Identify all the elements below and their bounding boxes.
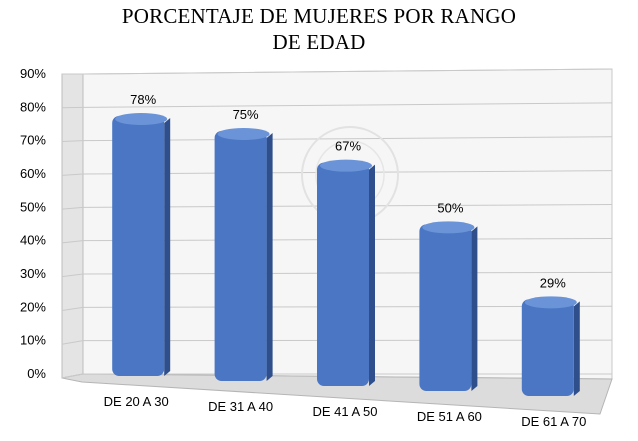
bar-side [164, 118, 171, 376]
gridline-side [61, 173, 84, 176]
bar [419, 224, 472, 391]
value-label: 50% [437, 200, 463, 215]
gridline-side [61, 140, 84, 143]
value-label: 67% [335, 139, 361, 154]
bar-side [369, 164, 375, 386]
y-tick-label: 40% [20, 233, 46, 248]
y-tick-label: 20% [20, 299, 46, 314]
category-label: DE 31 A 40 [208, 399, 273, 414]
chart-title-line-2: DE EDAD [272, 30, 366, 54]
bar-side [471, 226, 478, 391]
y-tick-label: 60% [20, 166, 46, 181]
gridline-side [61, 206, 84, 210]
bar-side [573, 301, 580, 396]
bar-top [320, 159, 372, 172]
chart-title-line-1: PORCENTAJE DE MUJERES POR RANGO [121, 4, 517, 28]
gridline-side [61, 340, 84, 345]
gridline-side [61, 373, 84, 379]
bar-top [115, 113, 168, 125]
gridline-side [61, 240, 84, 244]
gridline [82, 68, 613, 75]
gridline-side [61, 273, 84, 278]
category-label: DE 41 A 50 [312, 404, 377, 419]
plot-left-wall [61, 73, 84, 379]
gridline [82, 136, 613, 142]
category-label: DE 20 A 30 [104, 394, 169, 409]
bar-side [266, 133, 273, 381]
value-label: 29% [540, 275, 566, 290]
bar [317, 162, 369, 386]
bar [214, 131, 267, 381]
y-tick-label: 0% [27, 366, 46, 381]
y-tick-label: 30% [20, 266, 46, 281]
bar [112, 116, 165, 376]
bar-top [217, 128, 270, 140]
value-label: 78% [130, 92, 156, 107]
y-tick-label: 80% [20, 99, 46, 114]
value-label: 75% [233, 107, 259, 122]
category-label: DE 51 A 60 [417, 409, 482, 424]
bar [521, 299, 574, 396]
gridline [82, 102, 613, 108]
y-tick-label: 10% [20, 333, 46, 348]
category-label: DE 61 A 70 [521, 414, 586, 429]
bar-top [422, 221, 475, 234]
bar-top [524, 296, 577, 309]
y-tick-label: 90% [20, 66, 46, 81]
gridline-side [61, 306, 84, 311]
y-tick-label: 50% [20, 199, 46, 214]
y-tick-label: 70% [20, 133, 46, 148]
